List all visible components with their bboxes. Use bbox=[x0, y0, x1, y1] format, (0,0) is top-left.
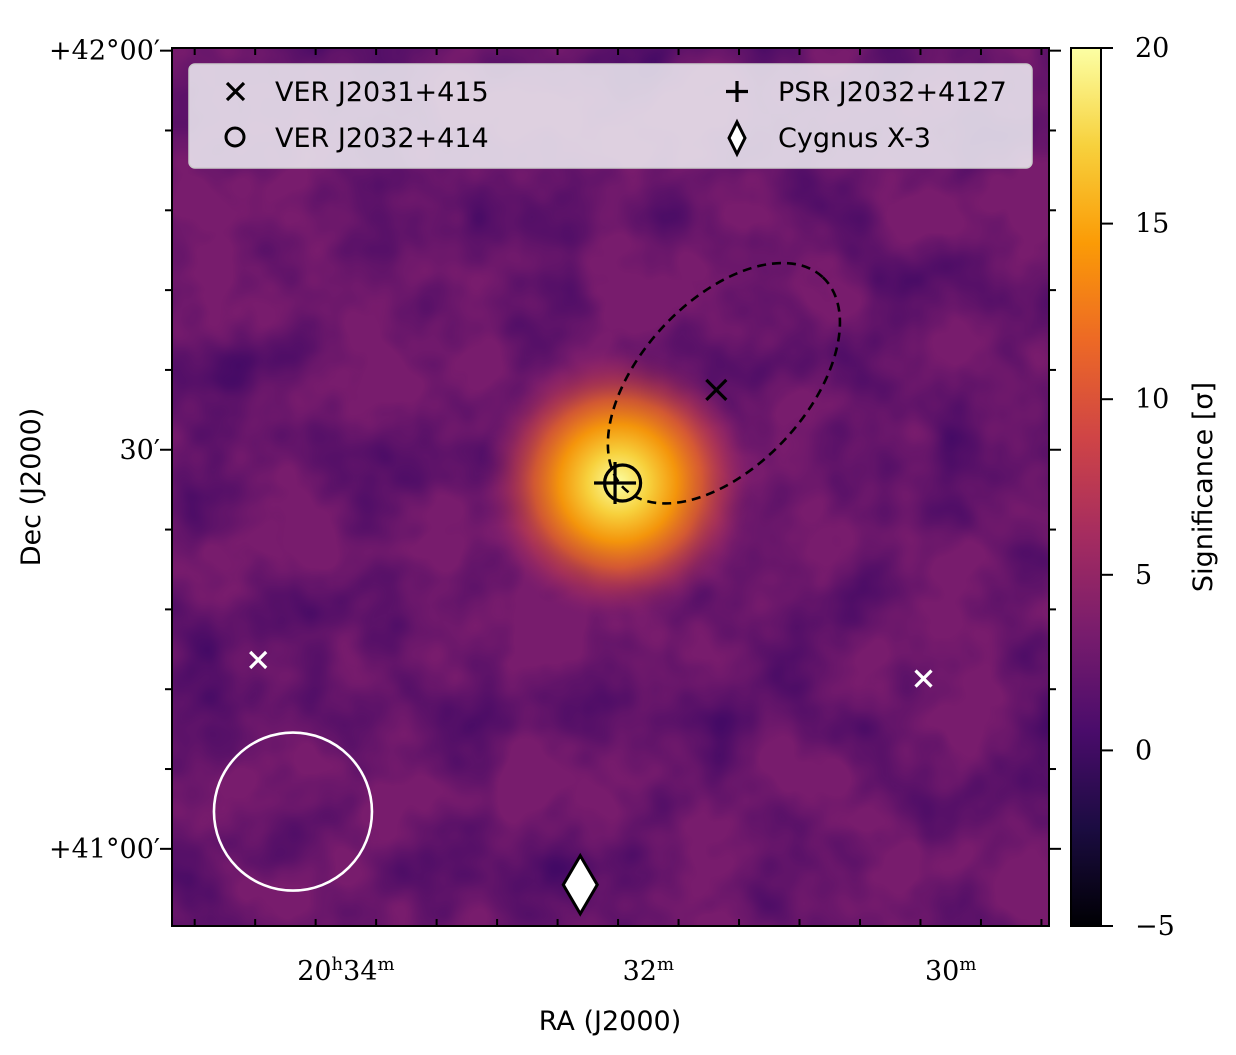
legend-label: VER J2031+415 bbox=[275, 77, 489, 108]
axis-ticks bbox=[160, 48, 1061, 926]
source-markers bbox=[249, 378, 933, 917]
legend-label: Cygnus X-3 bbox=[778, 123, 931, 154]
x-tick-label-34m: 20h34m bbox=[297, 954, 394, 988]
colorbar-gradient bbox=[1071, 48, 1101, 926]
x-marker-icon bbox=[225, 81, 246, 102]
psf-circle bbox=[212, 731, 374, 892]
legend-entry-ver-j2031: VER J2031+415 bbox=[225, 77, 489, 108]
extension-ellipse bbox=[606, 261, 842, 505]
legend-entry-psr-j2032: PSR J2032+4127 bbox=[726, 77, 1007, 108]
colorbar-title: Significance [σ] bbox=[1188, 382, 1219, 592]
y-axis-title: Dec (J2000) bbox=[16, 408, 47, 567]
colorbar: −5 0 5 10 15 20 Significance [σ] bbox=[1070, 33, 1219, 942]
colorbar-tick-label: −5 bbox=[1135, 911, 1175, 942]
legend-entry-cygnus-x3: Cygnus X-3 bbox=[727, 118, 931, 158]
colorbar-ticks: −5 0 5 10 15 20 bbox=[1101, 33, 1175, 942]
extra-white-x-marker-1 bbox=[914, 669, 933, 688]
y-tick-labels: +42°00′ 30′ +41°00′ bbox=[49, 36, 160, 865]
colorbar-tick-label: 10 bbox=[1135, 384, 1169, 415]
colorbar-tick-label: 15 bbox=[1135, 209, 1169, 240]
legend-label: VER J2032+414 bbox=[275, 123, 489, 154]
colorbar-tick-label: 0 bbox=[1135, 735, 1152, 766]
y-tick-label-30m: 30′ bbox=[120, 435, 161, 466]
circle-marker-icon bbox=[224, 126, 246, 148]
colorbar-tick-label: 20 bbox=[1135, 33, 1169, 64]
x-tick-label-30m: 30m bbox=[925, 954, 976, 988]
colorbar-frame bbox=[1070, 47, 1102, 927]
extra-white-x-marker-0 bbox=[249, 650, 268, 670]
significance-map bbox=[172, 48, 1049, 926]
legend-box bbox=[188, 63, 1033, 169]
x-tick-labels: 20h34m 32m 30m bbox=[297, 954, 976, 988]
source-marker-d-3 bbox=[561, 852, 599, 917]
legend-label: PSR J2032+4127 bbox=[778, 77, 1007, 108]
plus-marker-icon bbox=[726, 81, 748, 102]
y-tick-label-42d: +42°00′ bbox=[49, 36, 160, 67]
x-axis-title: RA (J2000) bbox=[539, 1006, 681, 1037]
y-tick-label-41d: +41°00′ bbox=[49, 834, 160, 865]
legend: VER J2031+415 PSR J2032+4127 VER J2032+4… bbox=[188, 63, 1033, 169]
colorbar-tick-label: 5 bbox=[1135, 560, 1152, 591]
source-marker-x-0 bbox=[705, 378, 728, 402]
plot-frame bbox=[171, 47, 1050, 927]
overlay-layer bbox=[212, 261, 842, 892]
source-marker-+-2 bbox=[594, 462, 637, 505]
x-tick-label-32m: 32m bbox=[623, 954, 674, 988]
legend-entry-ver-j2032: VER J2032+414 bbox=[224, 123, 489, 154]
diamond-marker-icon bbox=[727, 118, 747, 158]
